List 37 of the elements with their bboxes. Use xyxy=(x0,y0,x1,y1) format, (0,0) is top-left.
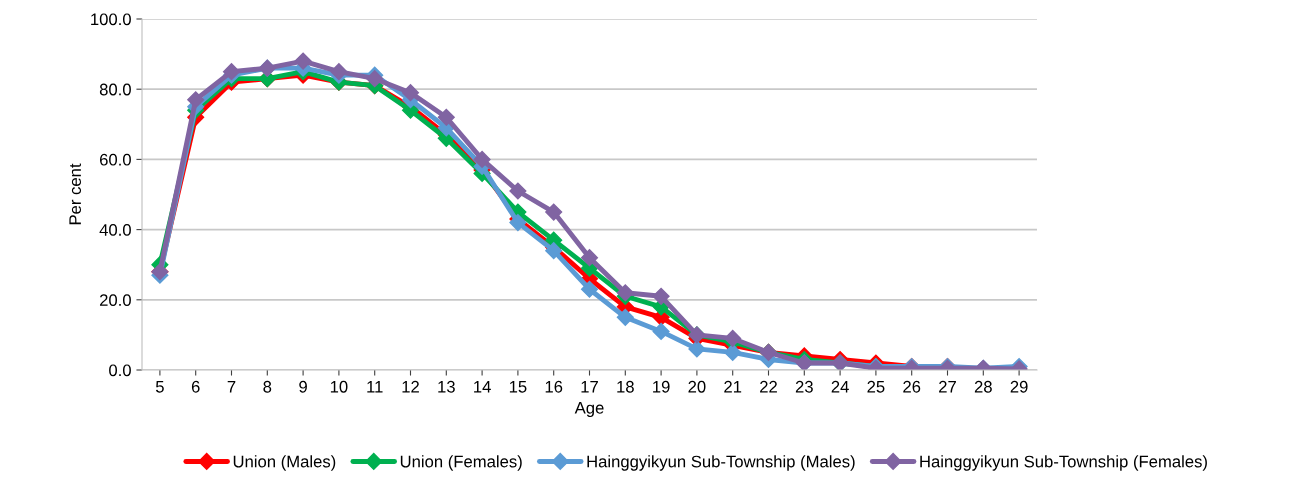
y-tick-label: 0.0 xyxy=(109,364,131,377)
x-tick-label: 24 xyxy=(831,380,849,393)
x-tick-label: 29 xyxy=(1010,380,1028,393)
legend-label: Hainggyikyun Sub-Township (Males) xyxy=(587,455,855,471)
y-tick-label: 40.0 xyxy=(99,224,131,236)
legend-label: Union (Females) xyxy=(400,455,522,471)
y-tick-label: 20.0 xyxy=(99,294,131,306)
y-tick-label: 80.0 xyxy=(99,83,131,96)
x-tick-label: 12 xyxy=(402,380,419,393)
x-tick-label: 10 xyxy=(330,380,348,393)
x-tick-label: 6 xyxy=(191,380,200,393)
x-axis-title: Age xyxy=(574,402,604,418)
x-tick-label: 13 xyxy=(438,380,455,393)
x-tick-label: 14 xyxy=(474,381,491,393)
x-tick-label: 19 xyxy=(653,380,670,393)
y-tick-label: 100.0 xyxy=(91,13,131,26)
x-tick-label: 15 xyxy=(509,381,527,393)
x-tick-label: 21 xyxy=(724,380,742,393)
x-tick-label: 20 xyxy=(688,380,706,393)
y-axis-title: Per cent xyxy=(69,163,82,225)
x-tick-label: 28 xyxy=(974,380,992,393)
x-tick-label: 26 xyxy=(903,380,921,393)
x-tick-label: 17 xyxy=(581,381,598,393)
x-tick-label: 8 xyxy=(263,380,272,393)
x-tick-label: 27 xyxy=(939,380,956,393)
legend-label: Hainggyikyun Sub-Township (Females) xyxy=(920,455,1207,471)
x-tick-label: 11 xyxy=(367,381,383,393)
x-tick-label: 16 xyxy=(545,380,563,393)
legend-label: Union (Males) xyxy=(233,455,336,471)
y-tick-label: 60.0 xyxy=(99,153,131,166)
x-tick-label: 9 xyxy=(299,380,307,393)
x-tick-label: 7 xyxy=(227,381,236,393)
x-tick-label: 22 xyxy=(760,380,777,393)
x-tick-label: 18 xyxy=(617,380,634,393)
x-tick-label: 5 xyxy=(155,381,164,393)
x-tick-label: 23 xyxy=(795,380,813,393)
x-tick-label: 25 xyxy=(867,380,885,393)
